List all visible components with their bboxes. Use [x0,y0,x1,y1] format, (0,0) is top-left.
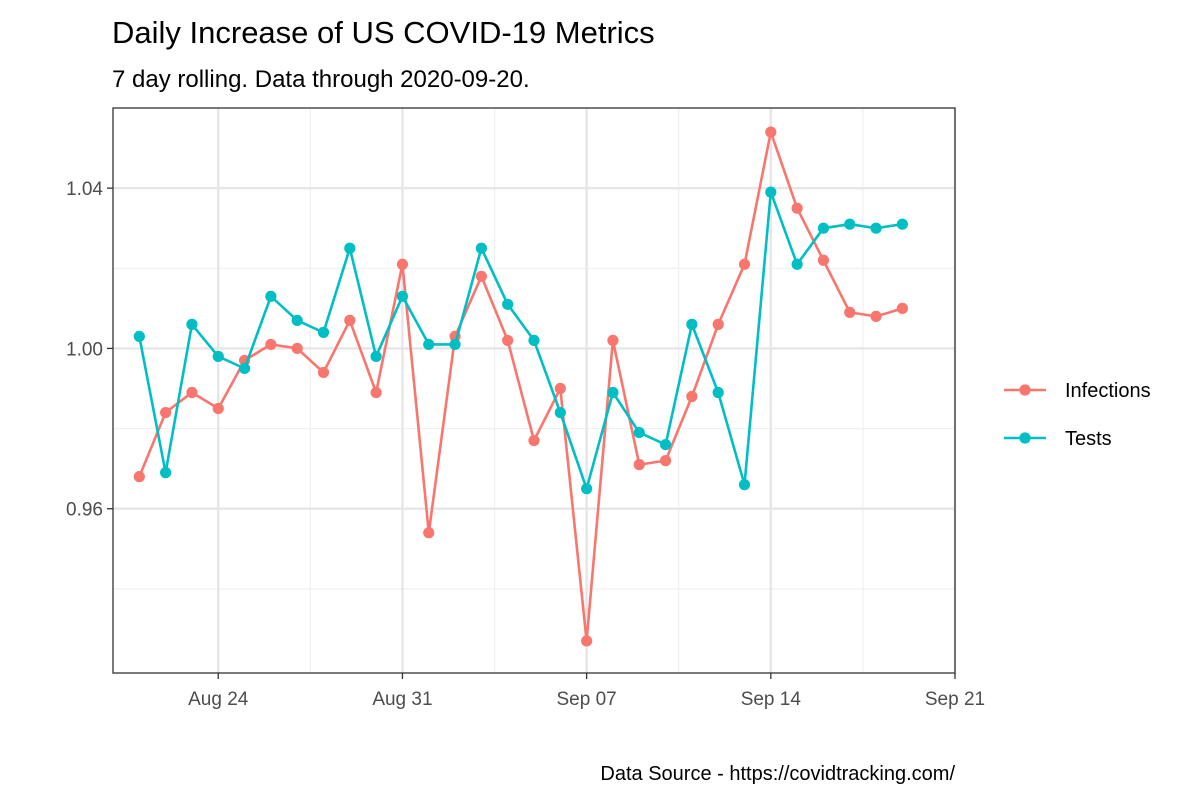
x-tick-label-1: Aug 31 [372,689,432,710]
data-point-tests-2020-08-27 [291,314,303,326]
legend-marker-tests [1019,432,1031,444]
legend-label-infections: Infections [1065,380,1151,402]
plot-border [112,107,956,674]
data-point-tests-2020-08-28 [317,326,330,338]
data-point-tests-2020-09-19 [896,218,908,230]
data-point-infections-2020-08-21 [133,471,145,483]
data-point-tests-2020-08-21 [133,330,145,343]
x-tick-label-2: Sep 07 [557,689,617,710]
data-point-tests-2020-09-02 [449,338,461,351]
data-point-infections-2020-09-17 [844,306,856,318]
data-point-tests-2020-09-16 [817,222,830,234]
data-point-infections-2020-09-11 [686,390,698,403]
y-axis: 0.96 1.00 1.04 [66,179,113,521]
data-point-tests-2020-09-06 [554,406,566,419]
data-point-tests-2020-08-30 [370,350,382,363]
data-point-tests-2020-09-04 [502,298,514,310]
data-point-tests-2020-08-22 [160,467,172,479]
data-point-tests-2020-09-11 [686,318,698,330]
data-point-infections-2020-08-26 [265,338,277,351]
legend-marker-infections [1019,384,1031,396]
data-point-tests-2020-09-15 [791,258,803,270]
data-point-infections-2020-09-08 [607,334,619,347]
data-point-infections-2020-08-27 [291,342,303,355]
data-point-infections-2020-09-05 [528,434,540,447]
data-point-infections-2020-08-22 [160,406,172,419]
y-tick-label-1: 1.00 [66,339,103,360]
data-point-infections-2020-09-13 [738,258,751,270]
data-point-tests-2020-08-31 [396,290,409,302]
data-point-infections-2020-09-19 [896,302,908,314]
chart-subtitle: 7 day rolling. Data through 2020-09-20. [112,66,530,93]
data-point-infections-2020-09-06 [554,382,566,395]
plot-background [113,108,955,673]
legend-item-tests: Tests [1004,428,1112,450]
data-point-infections-2020-08-31 [396,258,409,270]
data-point-tests-2020-08-25 [238,362,251,375]
data-point-tests-2020-09-07 [581,483,593,495]
data-point-infections-2020-09-01 [423,527,435,539]
data-point-tests-2020-09-05 [528,334,540,347]
data-point-infections-2020-08-24 [212,402,224,415]
legend: Infections Tests [1004,380,1151,450]
data-point-tests-2020-09-08 [607,386,619,399]
y-tick-label-0: 0.96 [66,500,103,521]
data-point-infections-2020-08-23 [186,386,198,399]
x-tick-label-4: Sep 21 [925,689,985,710]
data-point-infections-2020-09-18 [870,310,882,322]
data-point-tests-2020-09-14 [765,186,777,198]
series-layer [133,126,908,647]
data-point-infections-2020-09-15 [791,202,803,214]
data-point-infections-2020-09-12 [712,318,724,330]
data-point-tests-2020-09-03 [475,242,487,254]
data-point-tests-2020-08-26 [265,290,277,302]
x-axis: Aug 24 Aug 31 Sep 07 Sep 14 Sep 21 [188,673,985,710]
series-line-tests [138,190,903,490]
chart-title: Daily Increase of US COVID-19 Metrics [112,15,655,50]
data-point-infections-2020-09-03 [475,270,487,282]
legend-label-tests: Tests [1065,428,1112,450]
data-point-tests-2020-08-29 [344,242,356,254]
data-point-infections-2020-09-16 [817,254,830,266]
data-point-tests-2020-09-13 [738,479,751,491]
grid-minor [113,108,955,673]
data-point-infections-2020-08-29 [344,314,356,326]
x-tick-label-0: Aug 24 [188,689,249,710]
x-tick-label-3: Sep 14 [741,689,802,710]
data-point-tests-2020-09-10 [659,438,672,451]
data-point-infections-2020-08-28 [317,366,330,379]
data-point-infections-2020-09-04 [502,334,514,347]
data-point-infections-2020-09-10 [659,455,672,467]
data-point-tests-2020-08-23 [186,318,198,330]
y-tick-label-2: 1.04 [66,179,103,200]
data-point-tests-2020-08-24 [212,350,224,363]
data-point-tests-2020-09-12 [712,386,724,399]
data-point-infections-2020-08-30 [370,386,382,399]
chart-caption: Data Source - https://covidtracking.com/ [600,763,955,785]
data-point-infections-2020-09-14 [765,126,777,138]
data-point-tests-2020-09-17 [844,218,856,230]
data-point-infections-2020-09-07 [581,635,593,647]
data-point-tests-2020-09-01 [423,338,435,351]
legend-item-infections: Infections [1004,380,1151,402]
data-point-infections-2020-09-09 [633,459,645,471]
data-point-tests-2020-09-18 [870,222,882,234]
data-point-tests-2020-09-09 [633,426,645,439]
